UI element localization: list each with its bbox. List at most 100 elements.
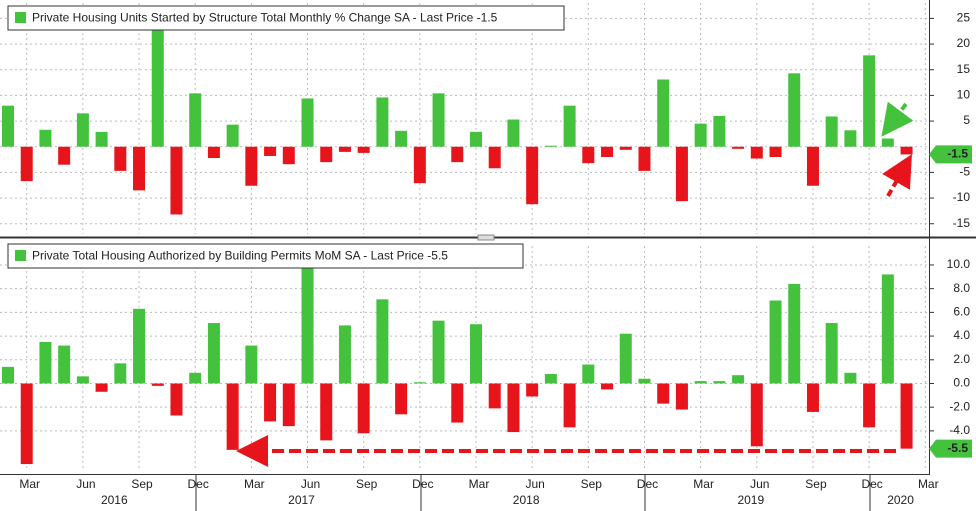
chart-title: Private Total Housing Authorized by Buil… — [32, 249, 448, 263]
legend-swatch — [15, 12, 26, 23]
x-tick-label: Sep — [805, 477, 827, 491]
x-tick-label: Dec — [637, 477, 658, 491]
bar — [301, 98, 314, 147]
bar — [114, 146, 127, 171]
bar — [245, 345, 258, 384]
annotation-arrow — [882, 154, 912, 197]
bar — [133, 308, 146, 384]
bar — [881, 138, 894, 147]
bar — [151, 383, 164, 386]
x-tick-label: Mar — [469, 477, 490, 491]
bar — [451, 146, 464, 163]
bar — [2, 105, 14, 147]
bar — [320, 146, 333, 163]
bar — [863, 55, 876, 147]
x-year-label: 2020 — [887, 493, 914, 507]
x-tick-label: Dec — [861, 477, 882, 491]
y-tick-label: 0.0 — [953, 376, 970, 390]
bar — [189, 93, 202, 147]
x-tick-label: Jun — [301, 477, 320, 491]
bar — [20, 146, 33, 182]
bar — [245, 146, 258, 186]
bar — [563, 105, 576, 147]
bar — [413, 146, 426, 184]
bar — [226, 124, 239, 147]
marks: -15 -10 -5 5 10 15 20 25 -1.5 -4.0 -2.0 0.0 2.0 4.0 6.… — [0, 3, 972, 507]
bar — [338, 325, 351, 384]
y-tick-label: -2.0 — [949, 399, 970, 413]
bar — [151, 29, 164, 147]
y-tick-label: 20 — [957, 36, 971, 50]
bar — [657, 383, 670, 404]
bar — [376, 97, 389, 147]
chart-title: Private Housing Units Started by Structu… — [32, 11, 498, 25]
bar — [282, 146, 295, 165]
bar — [432, 320, 445, 384]
bar — [58, 345, 71, 384]
bar — [470, 324, 482, 384]
bar — [788, 283, 801, 384]
bar — [806, 146, 819, 186]
bar — [376, 299, 389, 384]
bar — [39, 129, 52, 147]
bar — [713, 381, 726, 384]
bar — [507, 383, 520, 433]
x-tick-label: Mar — [693, 477, 714, 491]
x-tick-label: Mar — [244, 477, 265, 491]
bar — [713, 115, 726, 147]
legend-box — [7, 243, 524, 269]
bar — [264, 383, 277, 422]
bar — [544, 145, 557, 147]
bar — [282, 383, 295, 427]
bar — [488, 383, 501, 409]
y-tick-label: 10 — [957, 88, 971, 102]
y-tick-label: -4.0 — [949, 423, 970, 437]
bar — [114, 363, 127, 384]
bar — [750, 383, 763, 447]
y-tick-label: -5 — [959, 165, 970, 179]
bar — [357, 146, 370, 153]
bar — [750, 146, 763, 159]
bar — [844, 372, 857, 384]
bar — [395, 130, 408, 147]
bar — [544, 374, 557, 384]
y-tick-label: 10.0 — [947, 257, 971, 271]
bar — [825, 116, 838, 147]
x-tick-label: Mar — [918, 477, 939, 491]
bar — [694, 381, 707, 384]
bar — [170, 383, 183, 416]
x-year-label: 2018 — [513, 493, 540, 507]
x-tick-label: Mar — [19, 477, 40, 491]
x-tick-label: Sep — [131, 477, 153, 491]
y-tick-label: -10 — [953, 190, 971, 204]
y-tick-label: 25 — [957, 11, 971, 25]
bar — [507, 119, 520, 147]
x-tick-label: Dec — [188, 477, 209, 491]
y-tick-label: 2.0 — [953, 352, 970, 366]
bar — [207, 323, 220, 384]
bar — [264, 146, 277, 156]
last-price-label: -5.5 — [947, 441, 968, 455]
bar — [2, 366, 14, 384]
bar — [582, 364, 595, 384]
bar — [432, 93, 445, 147]
bar — [413, 382, 426, 384]
bar — [20, 383, 33, 465]
bar — [675, 383, 688, 410]
bar — [95, 383, 108, 392]
last-price-tag — [929, 439, 972, 458]
bar — [451, 383, 464, 423]
bar — [39, 342, 52, 384]
legend-box — [7, 5, 565, 31]
bar — [338, 146, 351, 152]
x-tick-label: Dec — [412, 477, 433, 491]
bar — [58, 146, 71, 165]
bar — [675, 146, 688, 202]
bar — [133, 146, 146, 191]
y-tick-label: 6.0 — [953, 305, 970, 319]
bar — [526, 146, 539, 205]
y-tick-label: 5 — [963, 113, 970, 127]
bar — [619, 146, 632, 150]
